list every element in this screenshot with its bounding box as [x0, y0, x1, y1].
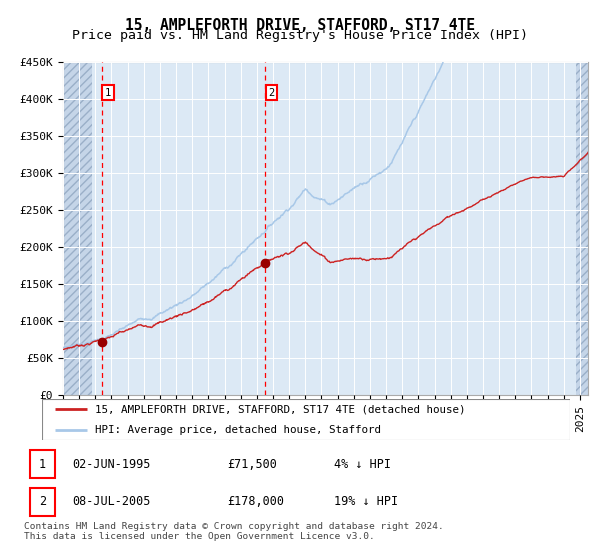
Text: 08-JUL-2005: 08-JUL-2005 — [72, 495, 151, 508]
Bar — [576, 62, 588, 395]
Text: 1: 1 — [39, 458, 46, 470]
Bar — [63, 62, 92, 395]
Text: 02-JUN-1995: 02-JUN-1995 — [72, 458, 151, 470]
Text: HPI: Average price, detached house, Stafford: HPI: Average price, detached house, Staf… — [95, 424, 381, 435]
FancyBboxPatch shape — [29, 488, 55, 516]
Text: 15, AMPLEFORTH DRIVE, STAFFORD, ST17 4TE: 15, AMPLEFORTH DRIVE, STAFFORD, ST17 4TE — [125, 18, 475, 33]
Text: 15, AMPLEFORTH DRIVE, STAFFORD, ST17 4TE (detached house): 15, AMPLEFORTH DRIVE, STAFFORD, ST17 4TE… — [95, 404, 466, 414]
FancyBboxPatch shape — [29, 450, 55, 478]
Bar — [576, 62, 588, 395]
Text: 2: 2 — [268, 88, 274, 97]
Text: 1: 1 — [105, 88, 111, 97]
Bar — [63, 62, 92, 395]
Text: Price paid vs. HM Land Registry's House Price Index (HPI): Price paid vs. HM Land Registry's House … — [72, 29, 528, 42]
Text: 2: 2 — [39, 495, 46, 508]
Text: £71,500: £71,500 — [227, 458, 277, 470]
FancyBboxPatch shape — [42, 399, 570, 440]
Text: Contains HM Land Registry data © Crown copyright and database right 2024.
This d: Contains HM Land Registry data © Crown c… — [24, 522, 444, 542]
Text: 19% ↓ HPI: 19% ↓ HPI — [334, 495, 398, 508]
Text: 4% ↓ HPI: 4% ↓ HPI — [334, 458, 391, 470]
Text: £178,000: £178,000 — [227, 495, 284, 508]
